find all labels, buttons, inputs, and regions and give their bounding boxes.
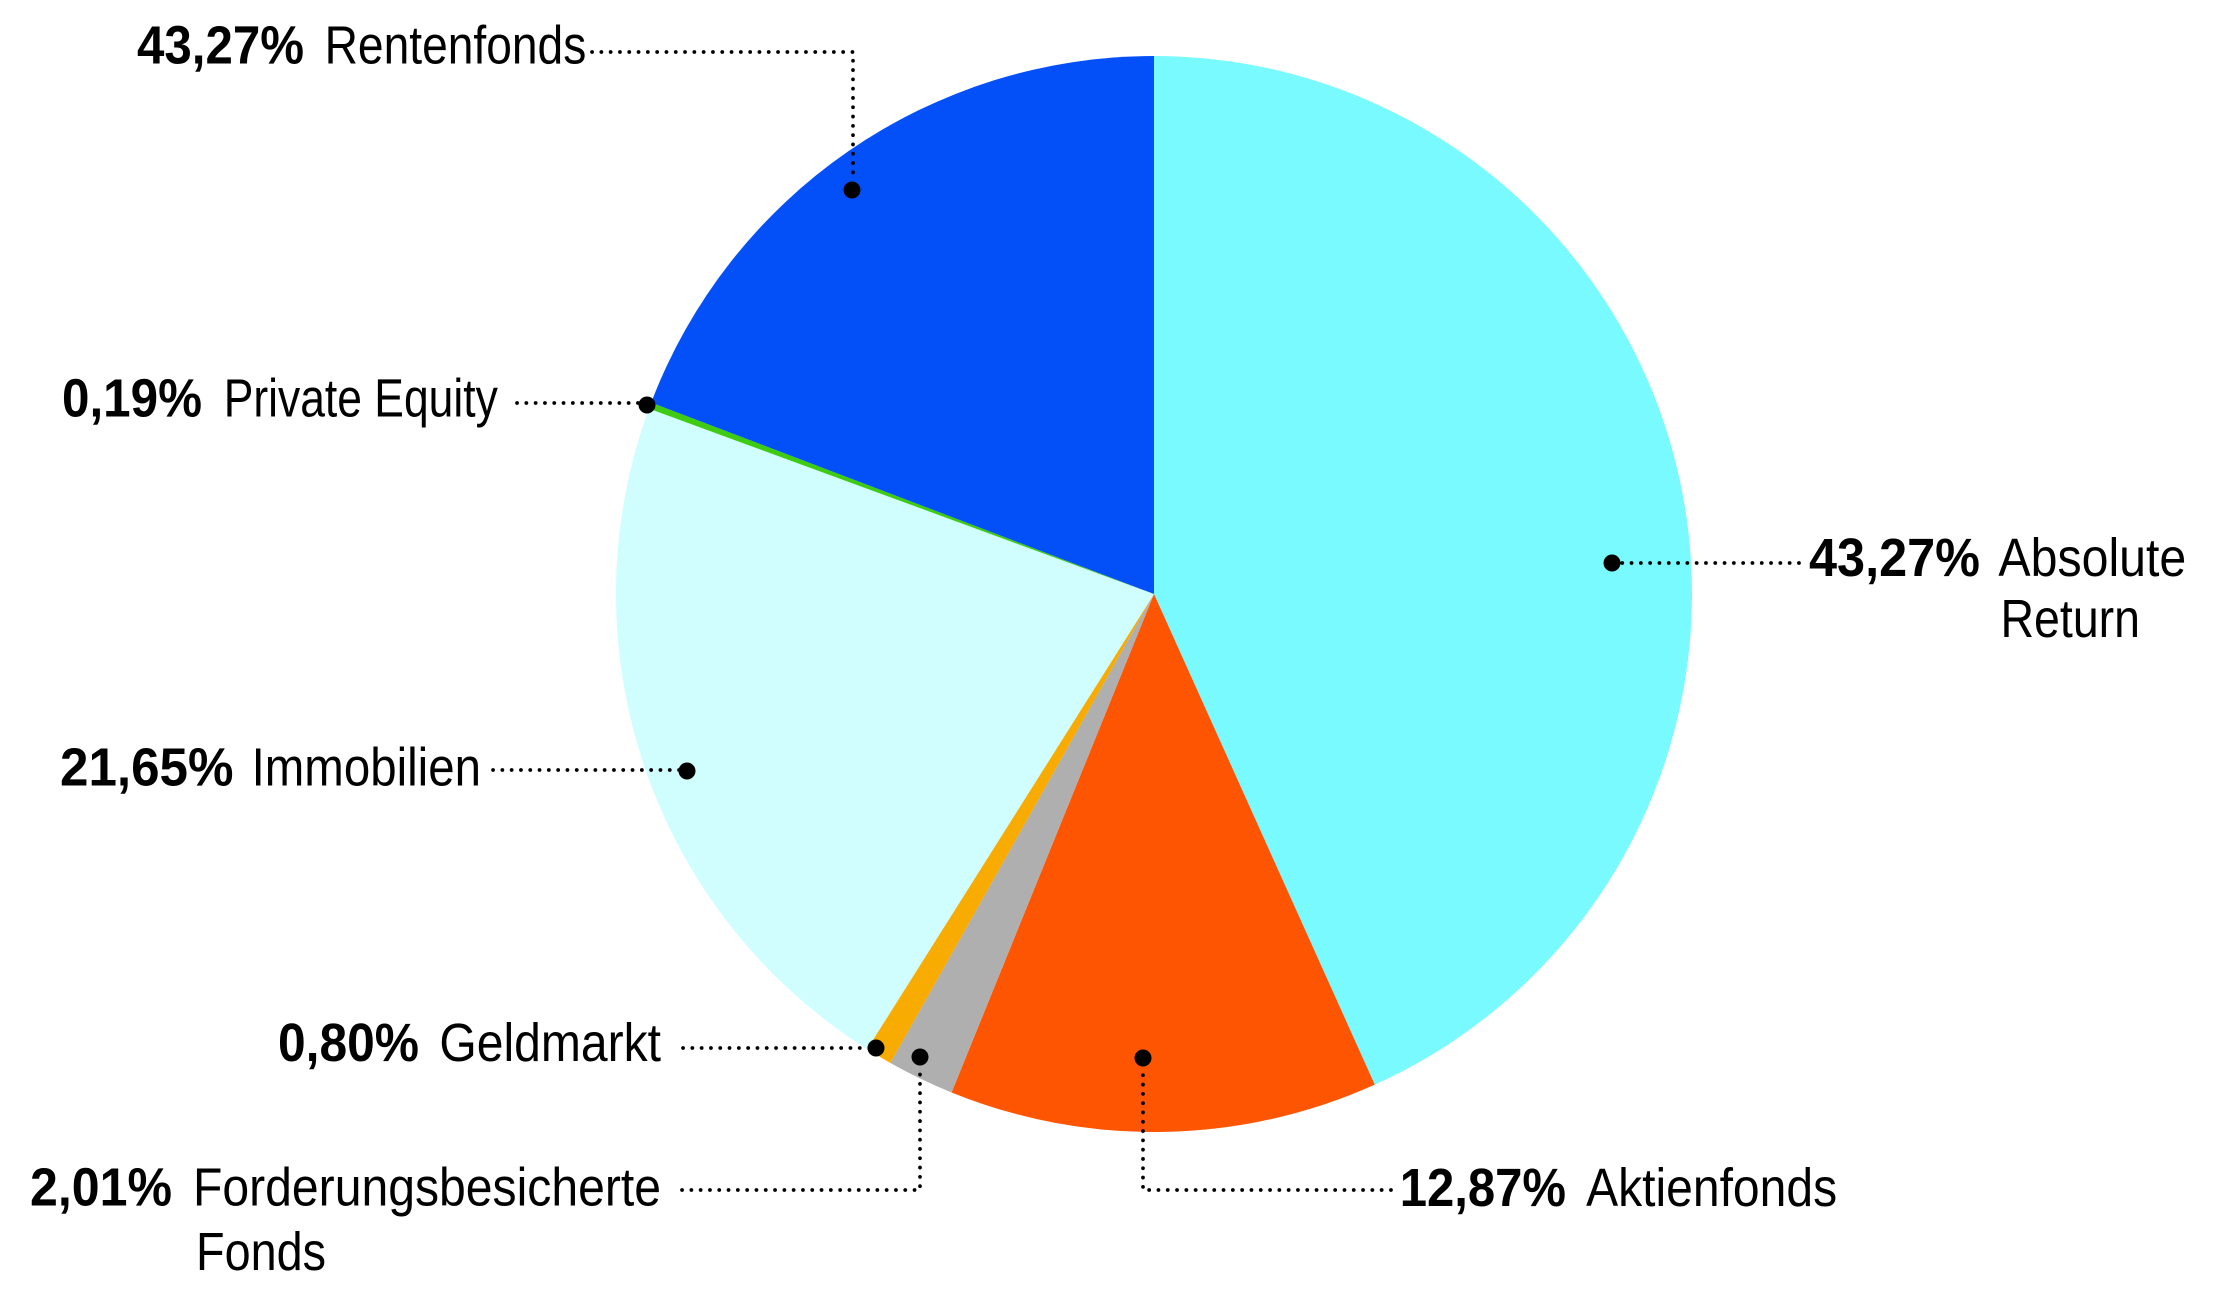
svg-text:Forderungsbesicherte: Forderungsbesicherte [193,1157,661,1217]
svg-text:Return: Return [2001,589,2141,649]
svg-text:21,65%: 21,65% [60,737,234,797]
svg-text:Absolute: Absolute [1998,528,2186,588]
svg-text:0,80%: 0,80% [278,1013,419,1073]
svg-text:2,01%: 2,01% [30,1157,172,1217]
svg-text:Fonds: Fonds [196,1222,326,1282]
svg-text:Geldmarkt: Geldmarkt [439,1013,661,1073]
svg-text:43,27%: 43,27% [1809,528,1980,588]
svg-text:43,27%: 43,27% [137,16,304,76]
svg-text:Private Equity: Private Equity [224,369,498,429]
svg-text:Aktienfonds: Aktienfonds [1586,1158,1837,1218]
svg-text:0,19%: 0,19% [62,369,202,429]
svg-text:Rentenfonds: Rentenfonds [325,16,587,76]
svg-text:12,87%: 12,87% [1400,1158,1566,1218]
svg-text:Immobilien: Immobilien [252,737,481,797]
